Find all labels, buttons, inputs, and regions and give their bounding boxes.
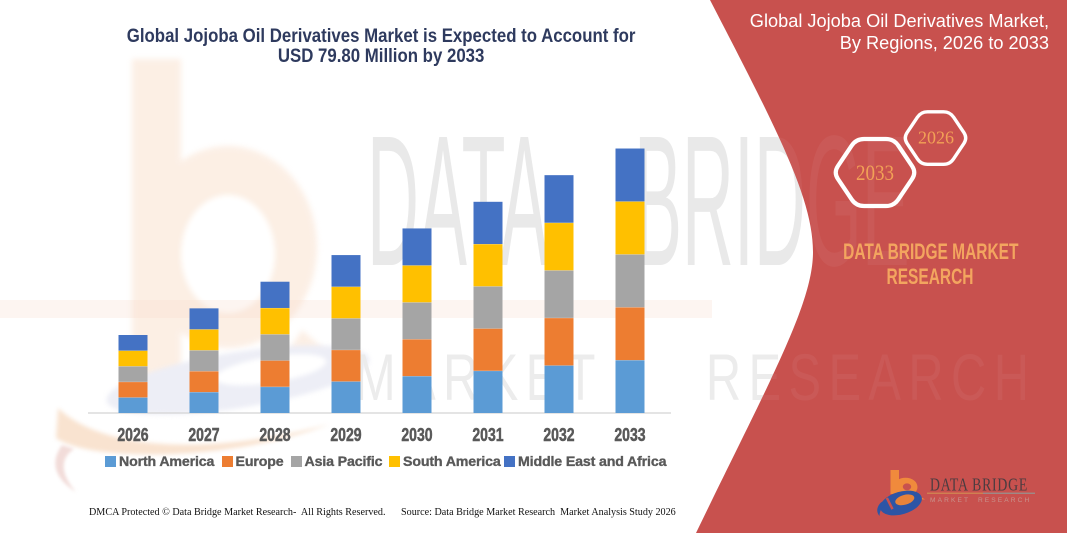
svg-text:2033: 2033 [856, 160, 894, 185]
svg-text:MARKET RESEARCH: MARKET RESEARCH [930, 497, 1031, 504]
svg-text:DATA BRIDGE: DATA BRIDGE [930, 475, 1028, 495]
svg-text:DATA: DATA [367, 96, 548, 304]
svg-text:2026: 2026 [918, 128, 954, 148]
svg-text:MARKET RESEARCH: MARKET RESEARCH [355, 341, 1036, 415]
